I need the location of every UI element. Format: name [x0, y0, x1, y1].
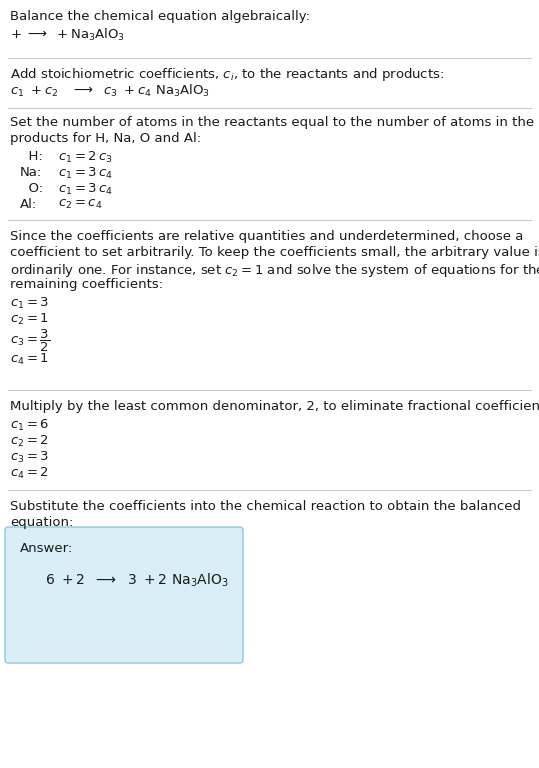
FancyBboxPatch shape — [5, 527, 243, 663]
Text: $c_1 = 3$: $c_1 = 3$ — [10, 296, 49, 311]
Text: $c_4 = 2$: $c_4 = 2$ — [10, 466, 49, 481]
Text: ordinarily one. For instance, set $c_2 = 1$ and solve the system of equations fo: ordinarily one. For instance, set $c_2 =… — [10, 262, 539, 279]
Text: $c_1 = 6$: $c_1 = 6$ — [10, 418, 49, 433]
Text: products for H, Na, O and Al:: products for H, Na, O and Al: — [10, 132, 201, 145]
Text: $c_1 = 3\,c_4$: $c_1 = 3\,c_4$ — [58, 166, 113, 181]
Text: Multiply by the least common denominator, 2, to eliminate fractional coefficient: Multiply by the least common denominator… — [10, 400, 539, 413]
Text: $c_1\ +c_2\ \ \ \longrightarrow\ \ c_3\ +c_4\ \mathrm{Na_3AlO_3}$: $c_1\ +c_2\ \ \ \longrightarrow\ \ c_3\ … — [10, 83, 210, 99]
Text: equation:: equation: — [10, 516, 73, 529]
Text: $c_1 = 2\,c_3$: $c_1 = 2\,c_3$ — [58, 150, 113, 165]
Text: $+\ \longrightarrow\ +\mathrm{Na_3AlO_3}$: $+\ \longrightarrow\ +\mathrm{Na_3AlO_3}… — [10, 27, 125, 43]
Text: $c_2 = c_4$: $c_2 = c_4$ — [58, 198, 102, 211]
Text: Since the coefficients are relative quantities and underdetermined, choose a: Since the coefficients are relative quan… — [10, 230, 523, 243]
Text: Na:: Na: — [20, 166, 42, 179]
Text: H:: H: — [20, 150, 43, 163]
Text: $c_4 = 1$: $c_4 = 1$ — [10, 352, 49, 367]
Text: $c_3 = 3$: $c_3 = 3$ — [10, 450, 49, 465]
Text: coefficient to set arbitrarily. To keep the coefficients small, the arbitrary va: coefficient to set arbitrarily. To keep … — [10, 246, 539, 259]
Text: Al:: Al: — [20, 198, 37, 211]
Text: $c_2 = 2$: $c_2 = 2$ — [10, 434, 49, 449]
Text: remaining coefficients:: remaining coefficients: — [10, 278, 163, 291]
Text: $c_1 = 3\,c_4$: $c_1 = 3\,c_4$ — [58, 182, 113, 197]
Text: Answer:: Answer: — [20, 542, 73, 555]
Text: Substitute the coefficients into the chemical reaction to obtain the balanced: Substitute the coefficients into the che… — [10, 500, 521, 513]
Text: $c_3 = \dfrac{3}{2}$: $c_3 = \dfrac{3}{2}$ — [10, 328, 50, 354]
Text: O:: O: — [20, 182, 43, 195]
Text: Add stoichiometric coefficients, $c_i$, to the reactants and products:: Add stoichiometric coefficients, $c_i$, … — [10, 66, 444, 83]
Text: Balance the chemical equation algebraically:: Balance the chemical equation algebraica… — [10, 10, 310, 23]
Text: $6\ +2\ \ \longrightarrow\ \ 3\ +2\ \mathrm{Na_3AlO_3}$: $6\ +2\ \ \longrightarrow\ \ 3\ +2\ \mat… — [45, 572, 229, 589]
Text: Set the number of atoms in the reactants equal to the number of atoms in the: Set the number of atoms in the reactants… — [10, 116, 534, 129]
Text: $c_2 = 1$: $c_2 = 1$ — [10, 312, 49, 327]
